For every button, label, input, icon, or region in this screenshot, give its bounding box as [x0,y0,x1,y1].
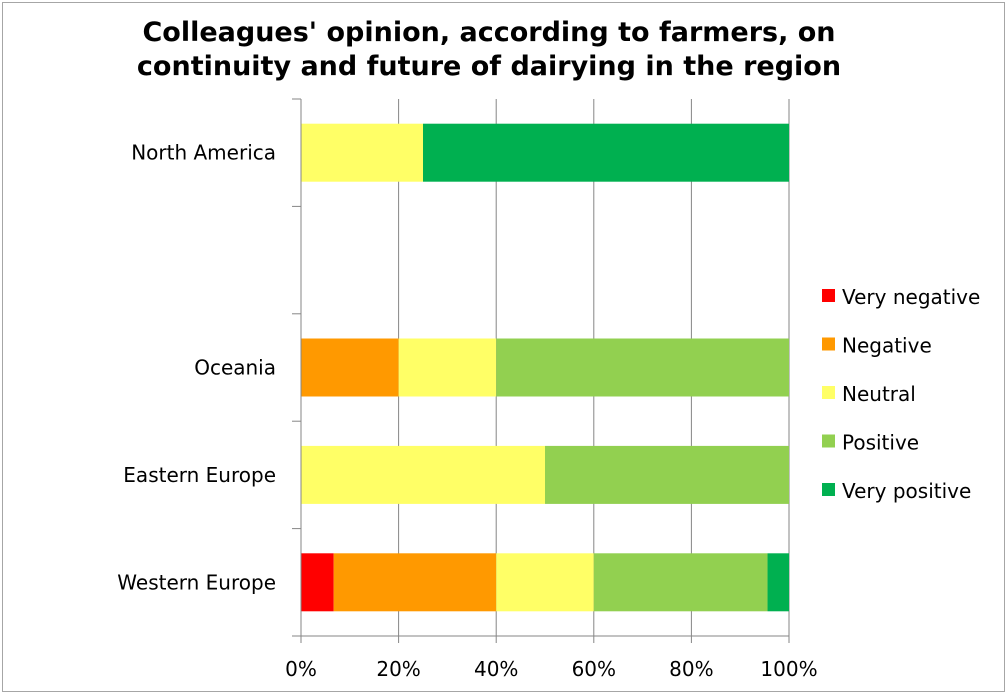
x-tick-label: 100% [760,657,817,681]
category-label: Oceania [194,356,276,380]
bar-segment [496,553,594,612]
x-tick-label: 80% [669,657,713,681]
bar-segment [398,338,497,397]
bar-segment [301,123,423,182]
category-label: North America [131,141,276,165]
chart-title: Colleagues' opinion, according to farmer… [0,16,978,84]
x-tick-label: 60% [572,657,616,681]
bar-segment [593,553,768,612]
category-label: Eastern Europe [123,463,276,487]
category-label: Western Europe [117,570,276,594]
x-tick-label: 20% [376,657,420,681]
legend-label: Very positive [842,479,971,503]
bar-segment [301,338,399,397]
bar-segment [333,553,497,612]
bar-segment [545,445,789,504]
legend-label: Very negative [842,285,980,309]
x-tick-label: 0% [285,657,317,681]
chart-title-line-1: Colleagues' opinion, according to farmer… [142,17,836,48]
legend-swatch [822,434,835,448]
legend-swatch [822,337,835,351]
bar-segment [423,123,789,182]
legend-label: Neutral [842,382,916,406]
legend-label: Positive [842,431,919,455]
legend-swatch [822,386,835,399]
bar-segment [496,338,789,397]
legend-swatch [822,483,835,496]
x-tick-label: 40% [474,657,518,681]
chart-title-line-2: continuity and future of dairying in the… [136,51,842,82]
bar-segment [301,553,334,612]
bar-segment [301,445,545,504]
legend-swatch [822,289,835,302]
bar-segment [767,553,789,612]
legend-label: Negative [842,334,932,358]
